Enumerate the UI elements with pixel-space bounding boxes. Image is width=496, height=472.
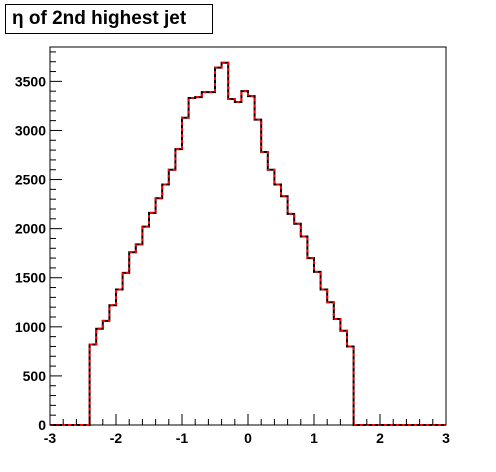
x-tick-label: -3 (44, 430, 57, 446)
plot-frame (49, 46, 447, 426)
x-tick-label: 2 (376, 430, 384, 446)
histogram-series-2 (50, 61, 446, 426)
y-tick-label: 3000 (15, 122, 46, 138)
x-tick-label: 0 (244, 430, 252, 446)
chart-title: η of 2nd highest jet (5, 4, 213, 34)
x-tick-label: -1 (176, 430, 189, 446)
x-tick-label: 3 (442, 430, 450, 446)
y-tick-label: 1000 (15, 319, 46, 335)
y-tick-label: 2500 (15, 172, 46, 188)
x-tick-label: 1 (310, 430, 318, 446)
x-tick-label: -2 (110, 430, 123, 446)
y-tick-label: 0 (38, 417, 46, 433)
y-tick-label: 1500 (15, 270, 46, 286)
y-tick-label: 3500 (15, 73, 46, 89)
y-tick-label: 2000 (15, 221, 46, 237)
y-tick-label: 500 (23, 368, 47, 384)
